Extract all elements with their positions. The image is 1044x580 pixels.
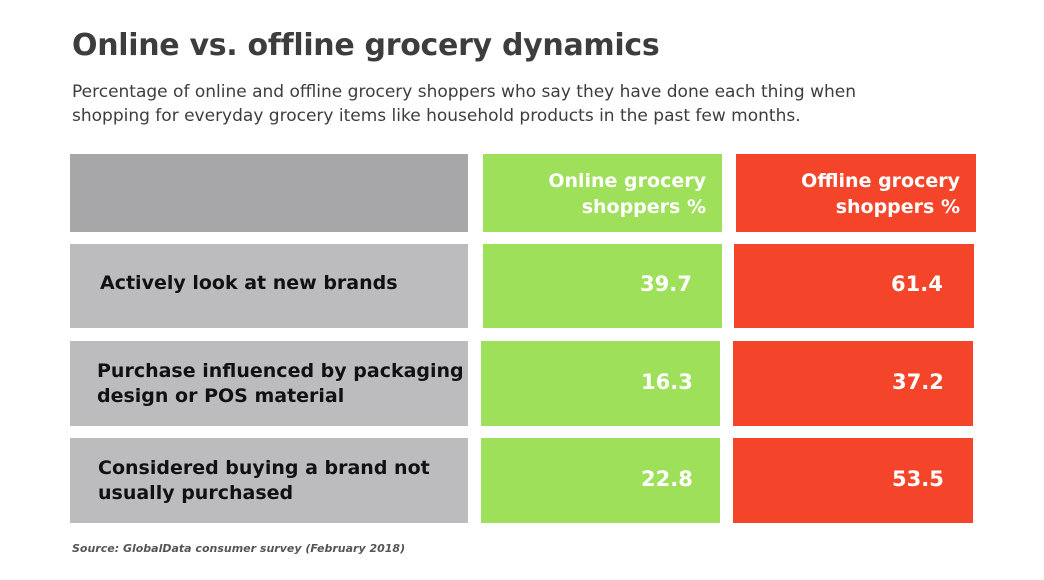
table-cell-online: 16.3 bbox=[481, 341, 720, 426]
header-online-cell: Online grocery shoppers % bbox=[483, 154, 722, 232]
source-note: Source: GlobalData consumer survey (Febr… bbox=[72, 542, 406, 555]
table-row-label-cell: Purchase influenced by packaging design … bbox=[70, 341, 468, 426]
page-subtitle: Percentage of online and offline grocery… bbox=[72, 82, 857, 126]
header-offline-label: Offline grocery shoppers % bbox=[801, 170, 960, 218]
table-row-label-cell: Actively look at new brands bbox=[70, 244, 468, 328]
table-row-label: Actively look at new brands bbox=[100, 271, 398, 294]
table-cell-online: 39.7 bbox=[483, 244, 722, 328]
table-row-label: Purchase influenced by packaging design … bbox=[97, 359, 464, 407]
value-label: 39.7 bbox=[640, 272, 692, 296]
value-label: 37.2 bbox=[892, 369, 944, 394]
value-label: 16.3 bbox=[641, 369, 693, 394]
table-cell-offline: 37.2 bbox=[733, 341, 973, 426]
page-title: Online vs. offline grocery dynamics bbox=[72, 28, 660, 63]
table-cell-offline: 61.4 bbox=[734, 244, 974, 328]
table-row-label-cell: Considered buying a brand not usually pu… bbox=[70, 438, 468, 523]
header-online-label: Online grocery shoppers % bbox=[548, 170, 706, 218]
value-label: 61.4 bbox=[891, 272, 943, 296]
header-offline-cell: Offline grocery shoppers % bbox=[736, 154, 976, 232]
table-cell-offline: 53.5 bbox=[733, 438, 973, 523]
table-cell-online: 22.8 bbox=[481, 438, 720, 523]
value-label: 53.5 bbox=[892, 466, 944, 491]
value-label: 22.8 bbox=[641, 466, 693, 491]
header-label-cell bbox=[70, 154, 468, 232]
table-row-label: Considered buying a brand not usually pu… bbox=[98, 456, 430, 504]
